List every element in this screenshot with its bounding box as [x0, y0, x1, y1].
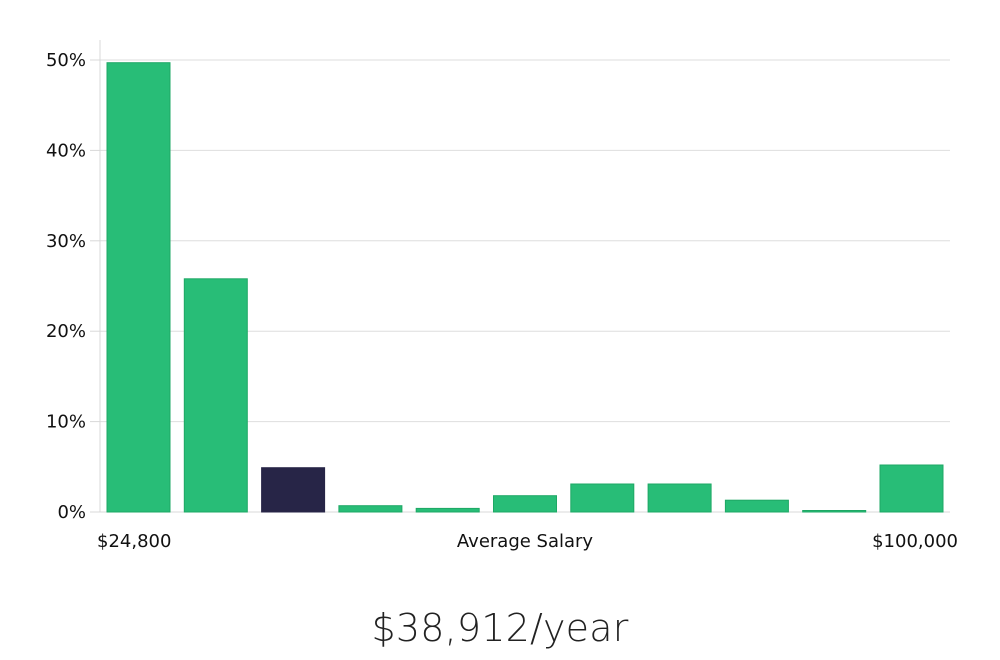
y-tick-label: 0% — [57, 502, 86, 523]
histogram-bar — [724, 499, 789, 513]
histogram-bar-highlighted — [261, 467, 326, 513]
histogram-bar — [879, 464, 944, 513]
y-tick-label: 40% — [46, 140, 86, 161]
y-tick-label: 10% — [46, 412, 86, 433]
histogram-bar — [415, 507, 480, 513]
y-tick-label: 20% — [46, 321, 86, 342]
histogram-bar — [338, 505, 403, 513]
average-salary-headline: $38,912/year — [371, 606, 629, 650]
x-max-label: $100,000 — [872, 531, 958, 552]
y-tick-labels: 0% 10% 20% 30% 40% 50% — [46, 50, 86, 523]
x-min-label: $24,800 — [97, 531, 171, 552]
histogram-bar — [570, 483, 635, 513]
histogram-bar — [802, 510, 867, 513]
histogram-bar — [493, 495, 557, 513]
y-tick-label: 30% — [46, 231, 86, 252]
bars — [106, 62, 944, 513]
x-axis-title: Average Salary — [457, 531, 594, 552]
histogram-bar — [183, 278, 248, 513]
histogram-bar — [647, 483, 712, 513]
histogram-bar — [106, 62, 171, 513]
y-tick-label: 50% — [46, 50, 86, 71]
